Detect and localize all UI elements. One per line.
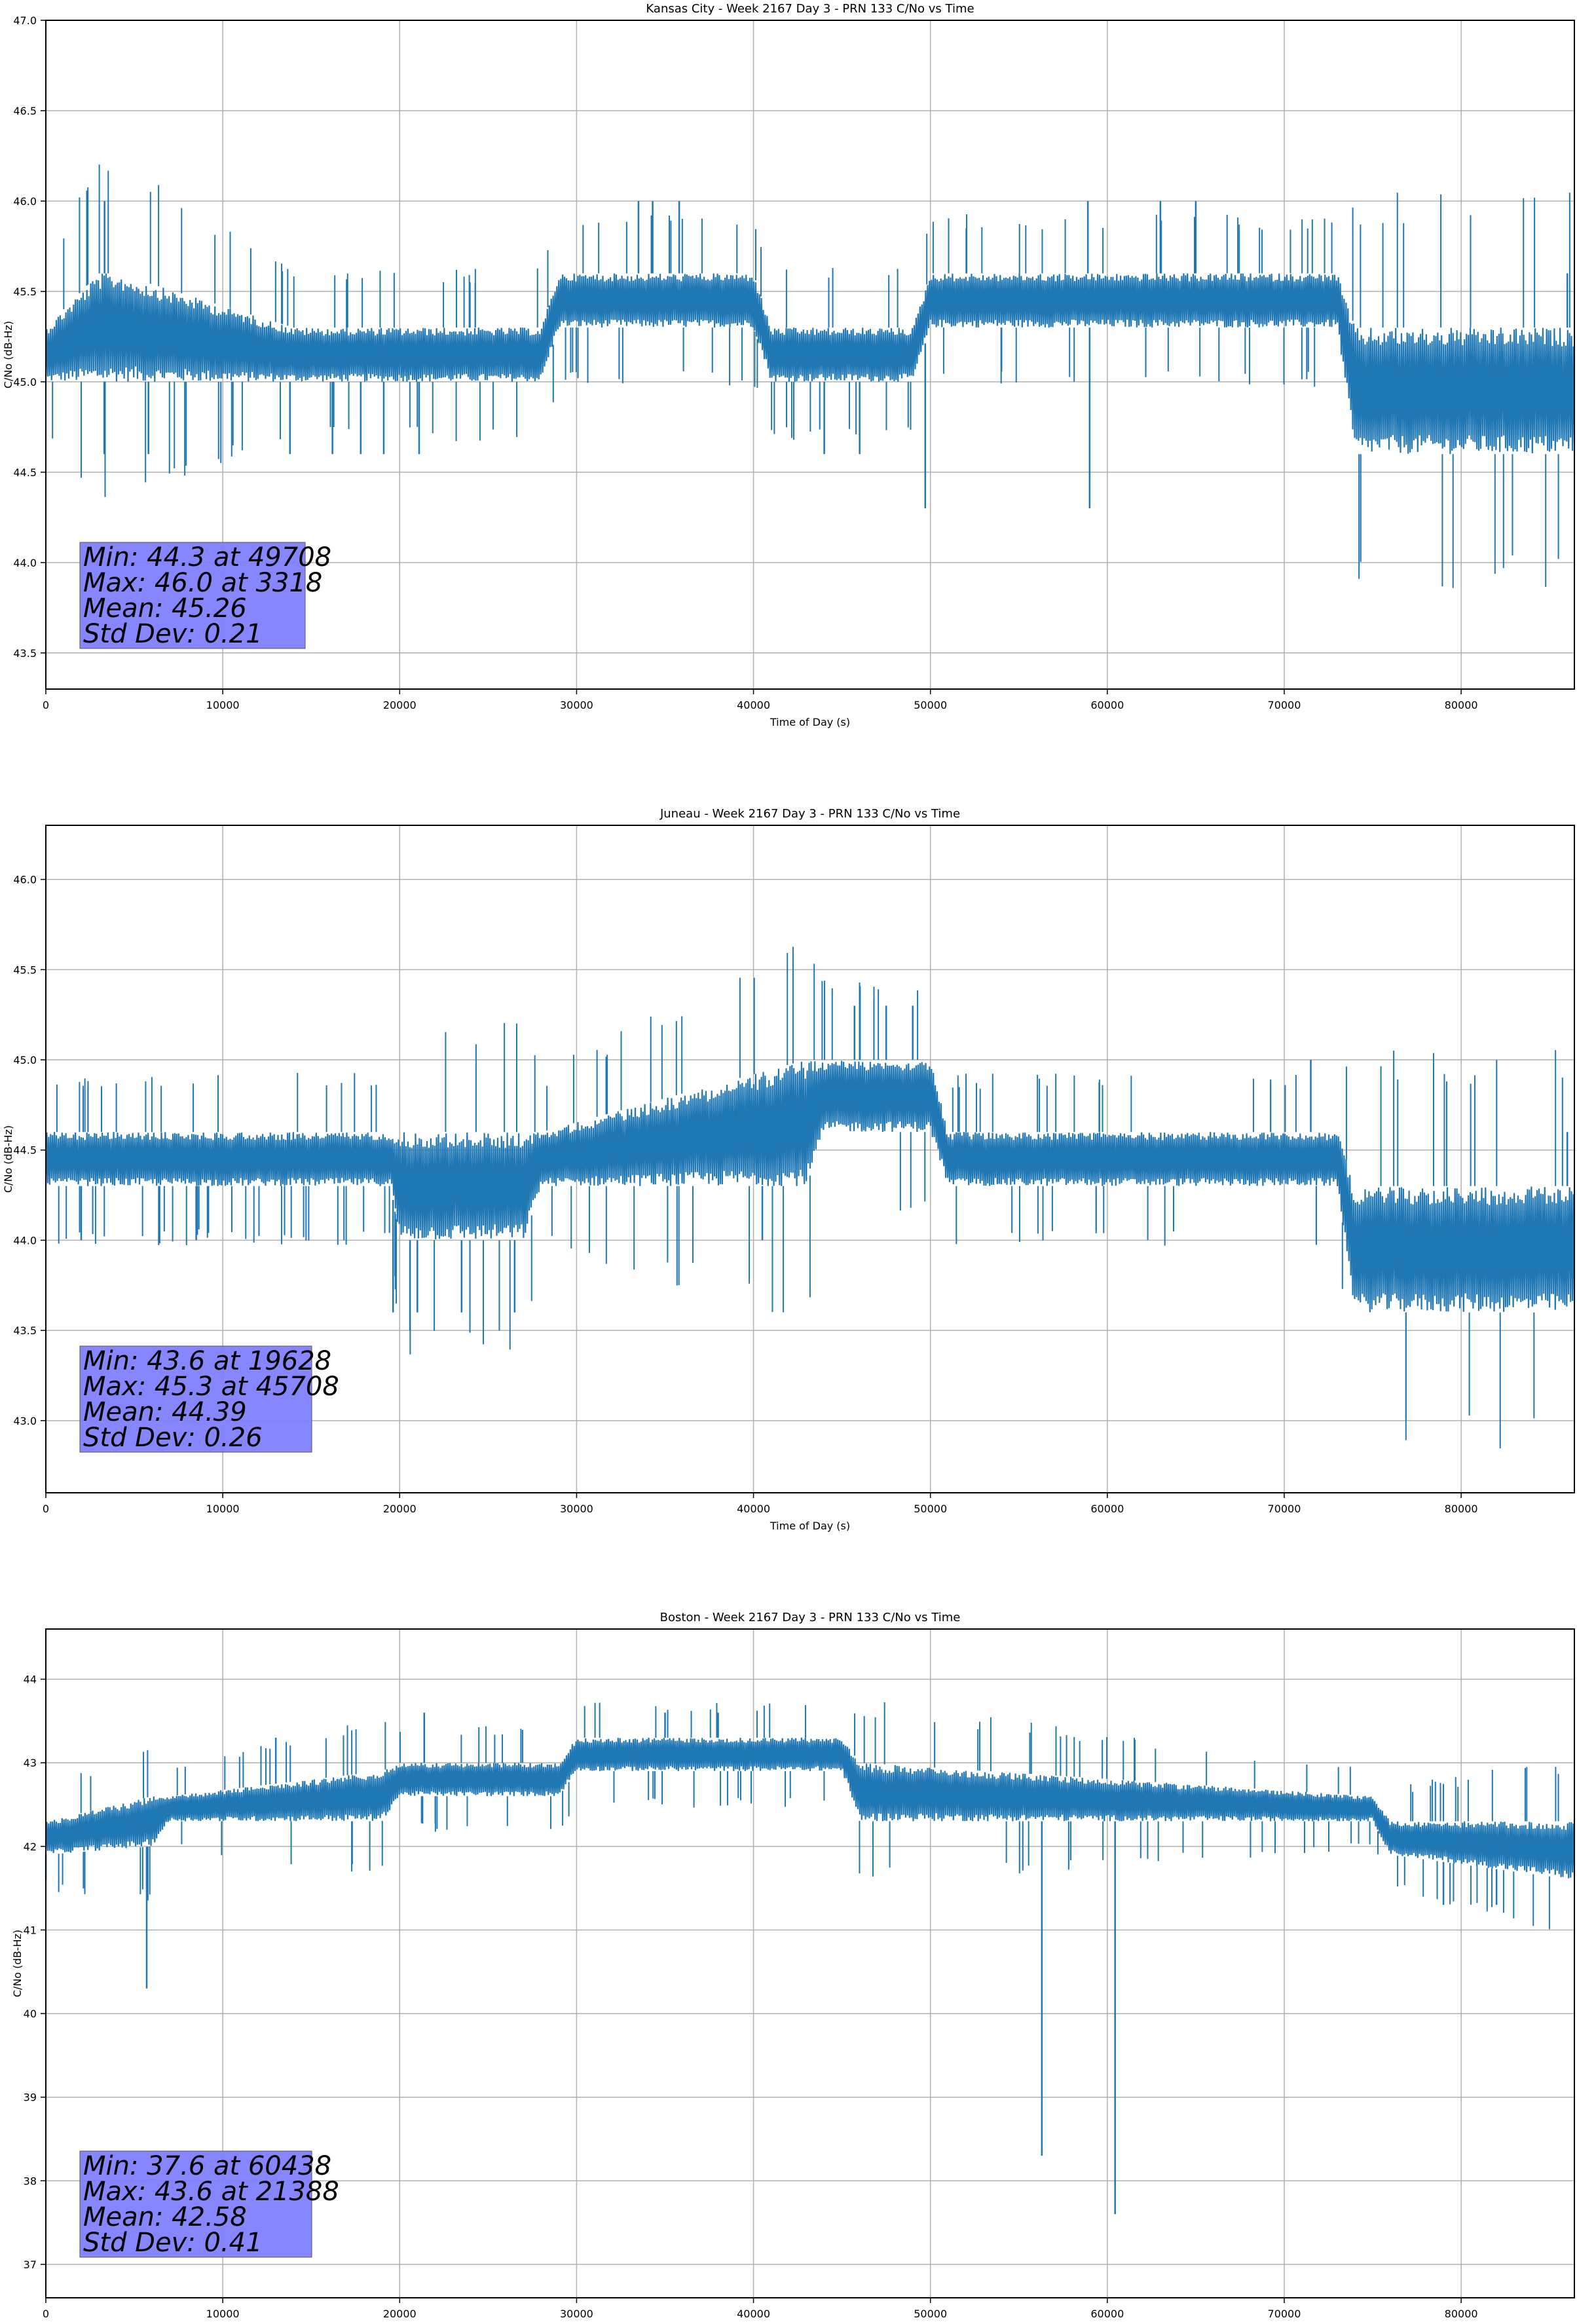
x-tick-label: 10000 — [206, 1503, 240, 1515]
y-tick-label: 43 — [24, 1757, 37, 1769]
stats-line: Mean: 42.58 — [83, 2202, 247, 2232]
stats-line: Min: 43.6 at 19628 — [83, 1346, 331, 1376]
y-tick-label: 47.0 — [13, 14, 37, 27]
y-tick-label: 38 — [24, 2175, 37, 2187]
stats-line: Min: 37.6 at 60438 — [83, 2151, 331, 2181]
y-tick-label: 43.5 — [13, 1324, 37, 1337]
y-axis-label: C/No (dB-Hz) — [2, 1125, 14, 1193]
chart-title: Boston - Week 2167 Day 3 - PRN 133 C/No … — [660, 1611, 961, 1624]
stats-box — [79, 1345, 312, 1453]
x-tick-label: 80000 — [1445, 2308, 1478, 2320]
chart-panel: 0 10000 20000 30000 40000 50000 60000 70000 8000… — [2, 2, 1576, 728]
y-tick-label: 44.0 — [13, 557, 37, 569]
y-tick-label: 46.5 — [13, 105, 37, 117]
y-tick-label: 46.0 — [13, 195, 37, 208]
x-tick-label: 80000 — [1445, 699, 1478, 711]
chart-title: Kansas City - Week 2167 Day 3 - PRN 133 … — [646, 2, 974, 16]
x-tick-label: 40000 — [737, 1503, 770, 1515]
y-tick-label: 37 — [24, 2258, 37, 2271]
x-tick-label: 20000 — [383, 2308, 417, 2320]
x-tick-label: 60000 — [1090, 1503, 1124, 1515]
plot-frame — [45, 1628, 1575, 2298]
y-tick-label: 39 — [24, 2091, 37, 2104]
stats-line: Min: 44.3 at 49708 — [83, 542, 331, 572]
x-tick-label: 60000 — [1090, 2308, 1124, 2320]
x-tick-label: 0 — [43, 2308, 49, 2320]
x-tick-label: 30000 — [560, 2308, 593, 2320]
y-tick-label: 44 — [24, 1674, 37, 1686]
x-axis-label: Time of Day (s) — [770, 716, 850, 728]
stats-box — [79, 542, 306, 649]
y-tick-label: 46.0 — [13, 874, 37, 886]
series-line — [45, 1060, 1576, 1313]
y-tick-label: 45.0 — [13, 1054, 37, 1066]
y-tick-label: 41 — [24, 1924, 37, 1936]
stats-line: Max: 43.6 at 21388 — [83, 2177, 339, 2207]
y-axis-label: C/No (dB-Hz) — [11, 1930, 24, 1997]
x-tick-label: 70000 — [1268, 1503, 1301, 1515]
chart-title: Juneau - Week 2167 Day 3 - PRN 133 C/No … — [659, 807, 960, 821]
x-axis-label: Time of Day (s) — [770, 1520, 850, 1532]
x-tick-label: 50000 — [914, 699, 947, 711]
y-tick-label: 45.0 — [13, 376, 37, 388]
stats-line: Std Dev: 0.21 — [83, 619, 263, 649]
x-tick-label: 0 — [43, 1503, 49, 1515]
y-tick-label: 43.5 — [13, 647, 37, 660]
plot-frame — [45, 20, 1575, 690]
stats-line: Mean: 44.39 — [83, 1397, 247, 1427]
x-tick-label: 40000 — [737, 699, 770, 711]
stats-line: Std Dev: 0.26 — [83, 1423, 263, 1453]
x-tick-label: 50000 — [914, 2308, 947, 2320]
x-tick-label: 0 — [43, 699, 49, 711]
chart-panel: 0 10000 20000 30000 40000 50000 60000 70000 8000… — [11, 1611, 1576, 2320]
x-tick-label: 60000 — [1090, 699, 1124, 711]
x-tick-label: 10000 — [206, 699, 240, 711]
stats-line: Max: 45.3 at 45708 — [83, 1372, 339, 1402]
plot-frame — [45, 825, 1575, 1493]
y-tick-label: 45.5 — [13, 964, 37, 976]
series-line — [45, 1737, 1576, 1879]
x-tick-label: 70000 — [1268, 699, 1301, 711]
x-tick-label: 30000 — [560, 1503, 593, 1515]
y-tick-label: 44.5 — [13, 1144, 37, 1157]
x-tick-label: 80000 — [1445, 1503, 1478, 1515]
stats-line: Mean: 45.26 — [83, 593, 247, 624]
y-tick-label: 40 — [24, 2008, 37, 2020]
x-tick-label: 70000 — [1268, 2308, 1301, 2320]
stats-line: Std Dev: 0.41 — [83, 2228, 263, 2258]
y-tick-label: 44.5 — [13, 466, 37, 479]
x-tick-label: 20000 — [383, 699, 417, 711]
x-tick-label: 40000 — [737, 2308, 770, 2320]
chart-panel: 0 10000 20000 30000 40000 50000 60000 70000 8000… — [2, 807, 1576, 1532]
x-tick-label: 30000 — [560, 699, 593, 711]
y-tick-label: 45.5 — [13, 286, 37, 298]
y-tick-label: 43.0 — [13, 1415, 37, 1427]
y-tick-label: 42 — [24, 1841, 37, 1853]
series-line — [45, 273, 1576, 455]
y-axis-label: C/No (dB-Hz) — [2, 321, 14, 388]
stats-line: Max: 46.0 at 3318 — [83, 568, 322, 598]
x-tick-label: 20000 — [383, 1503, 417, 1515]
x-tick-label: 50000 — [914, 1503, 947, 1515]
stats-box — [79, 2150, 312, 2258]
y-tick-label: 44.0 — [13, 1234, 37, 1246]
x-tick-label: 10000 — [206, 2308, 240, 2320]
